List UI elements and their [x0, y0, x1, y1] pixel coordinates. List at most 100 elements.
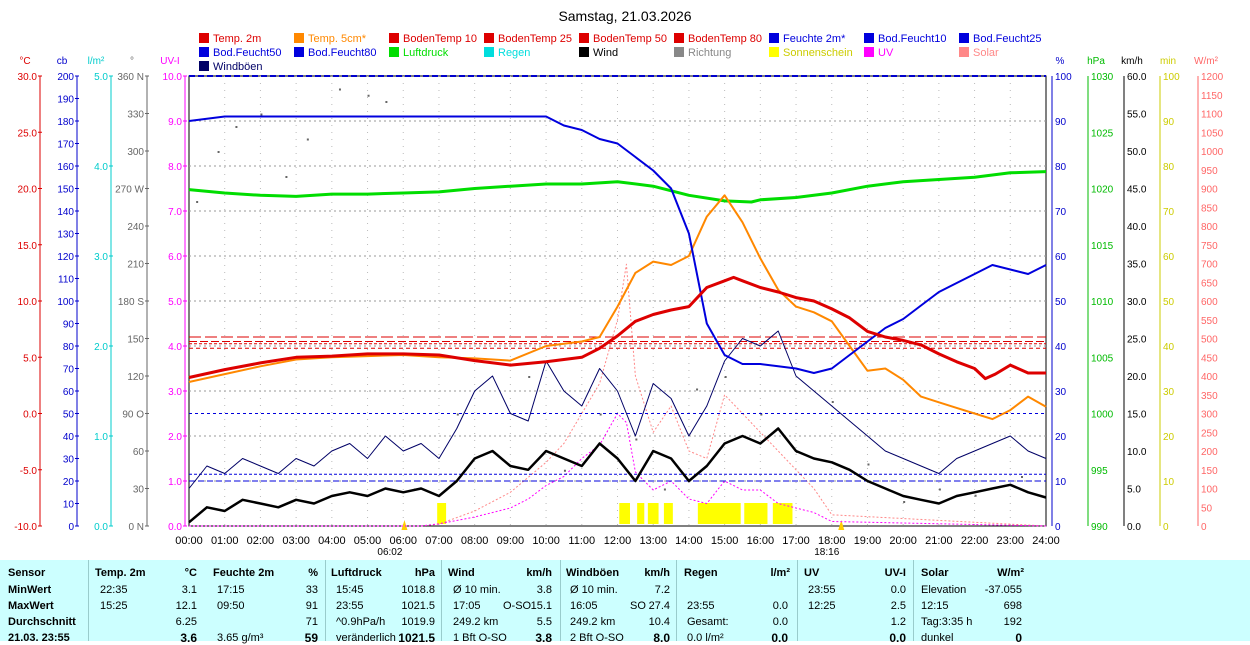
axis-tick-label: 30 [1055, 387, 1067, 398]
axis-tick-label: 20.0 [1127, 372, 1147, 383]
axis-tick-label: 0 [68, 522, 74, 533]
axis-tick-label: 850 [1201, 203, 1218, 214]
solar-value: 192 [1003, 616, 1022, 628]
legend-swatch [959, 33, 969, 43]
axes: °C 30.0 25.0 20.0 15.0 10.0 5.0 0.0 -5.0 -10.0 cb 2… [14, 56, 1223, 533]
temp-value: 3.6 [180, 631, 197, 645]
statistics-panel: Sensor Temp. 2m °C Feuchte 2m% Luftdruck hPa W… [0, 560, 1250, 645]
sunset-label: 18:16 [814, 547, 839, 558]
axis-tick-label: 0 N [128, 522, 144, 533]
legend-label: Feuchte 2m* [783, 33, 846, 45]
axis-tick-label: 10.0 [18, 297, 38, 308]
press-time: 15:45 [336, 584, 364, 596]
wind-direction-point [385, 101, 388, 103]
axis-tick-label: 200 [57, 72, 74, 83]
column-separator [913, 560, 914, 641]
time-label: 06:00 [389, 535, 417, 547]
legend-label: Regen [498, 47, 530, 59]
axis-tick-label: 1200 [1201, 72, 1224, 83]
wind-direction-point [663, 488, 666, 491]
axis-tick-label: 4.0 [168, 342, 182, 353]
axis-tick-label: 20 [1055, 432, 1067, 443]
wind-direction-point [724, 376, 727, 378]
press-time: 23:55 [336, 600, 364, 612]
axis-tick-label: 20 [63, 477, 75, 488]
axis-tick-label: 70 [1163, 207, 1175, 218]
axis-tick-label: 100 [1163, 72, 1180, 83]
wind-direction-point [456, 413, 459, 416]
time-label: 24:00 [1032, 535, 1060, 547]
axis-tick-label: 30.0 [18, 72, 38, 83]
gust-value: 8.0 [653, 631, 670, 645]
legend-label: BodenTemp 10 [403, 33, 477, 45]
axis-tick-label: 10 [1163, 477, 1175, 488]
axis-tick-label: 330 [127, 110, 144, 121]
axis-unit: W/m² [1194, 56, 1219, 67]
hum-value: 33 [305, 584, 318, 596]
legend-swatch [199, 61, 209, 71]
axis-tick-label: 950 [1201, 166, 1218, 177]
legend-swatch [864, 33, 874, 43]
hum-time: 09:50 [217, 600, 245, 612]
legend-label: BodenTemp 80 [688, 33, 762, 45]
wind-value: 15.1 [530, 600, 552, 612]
axis-tick-label: 70 [1055, 207, 1067, 218]
legend-swatch [199, 47, 209, 57]
axis-tick-label: 0 [1055, 522, 1061, 533]
header-solar-unit: W/m² [997, 567, 1024, 579]
wind-direction-point [528, 376, 531, 378]
wind-value: 3.8 [536, 584, 552, 596]
temp-value: 3.1 [181, 584, 197, 596]
sunshine-bar [697, 503, 741, 524]
axis-unit: UV-I [160, 56, 179, 67]
series-line-temp-2m [188, 275, 1046, 381]
time-label: 10:00 [532, 535, 560, 547]
axis-tick-label: 450 [1201, 353, 1218, 364]
sunshine-bar [744, 503, 768, 524]
axis-tick-label: 500 [1201, 335, 1218, 346]
legend-label: Wind [593, 47, 618, 59]
solar-value: -37.055 [984, 584, 1022, 596]
axis-tick-label: 160 [57, 162, 74, 173]
press-time: ^0.9hPa/h [336, 616, 386, 628]
axis-tick-label: 100 [1055, 72, 1072, 83]
axis-tick-label: 210 [127, 260, 144, 271]
axis-tick-label: 1010 [1091, 297, 1114, 308]
weather-chart: Samstag, 21.03.2026 Temp. 2m Temp. 5cm* Bo… [14, 8, 1223, 558]
axis-tick-label: 0.0 [23, 410, 37, 421]
sunshine-bar [663, 503, 673, 524]
header-press: Luftdruck [331, 567, 382, 579]
axis-tick-label: 350 [1201, 391, 1218, 402]
press-value: 1018.8 [401, 584, 435, 596]
solar-time: Tag:3:35 h [921, 616, 973, 628]
axis-tick-label: 90 [1163, 117, 1175, 128]
axis-tick-label: 180 S [118, 297, 144, 308]
axis-tick-label: 750 [1201, 241, 1218, 252]
axis-tick-label: 10.0 [163, 72, 183, 83]
axis-tick-label: 140 [57, 207, 74, 218]
time-label: 01:00 [211, 535, 239, 547]
legend-swatch [199, 33, 209, 43]
wind-direction-point [903, 501, 906, 503]
legend-swatch [579, 47, 589, 57]
wind-direction-point [696, 388, 699, 391]
wind-direction-point [563, 469, 566, 472]
time-label: 07:00 [425, 535, 453, 547]
axis-tick-label: 6.0 [168, 252, 182, 263]
temp-value: 12.1 [175, 600, 197, 612]
axis-unit: ° [130, 56, 134, 67]
legend-swatch [294, 47, 304, 57]
wind-value: 5.5 [536, 616, 552, 628]
wind-direction-point [338, 88, 341, 91]
gust-time: 16:05 [570, 600, 598, 612]
time-label: 02:00 [247, 535, 275, 547]
time-label: 05:00 [354, 535, 382, 547]
axis-unit: l/m² [88, 56, 105, 67]
axis-tick-label: 200 [1201, 447, 1218, 458]
axis-tick-label: 50 [1055, 297, 1067, 308]
legend-swatch [484, 47, 494, 57]
time-label: 18:00 [818, 535, 846, 547]
legend-label: Windböen [213, 61, 263, 73]
column-separator [797, 560, 798, 641]
hum-time: 3.65 g/m³ [217, 632, 264, 644]
